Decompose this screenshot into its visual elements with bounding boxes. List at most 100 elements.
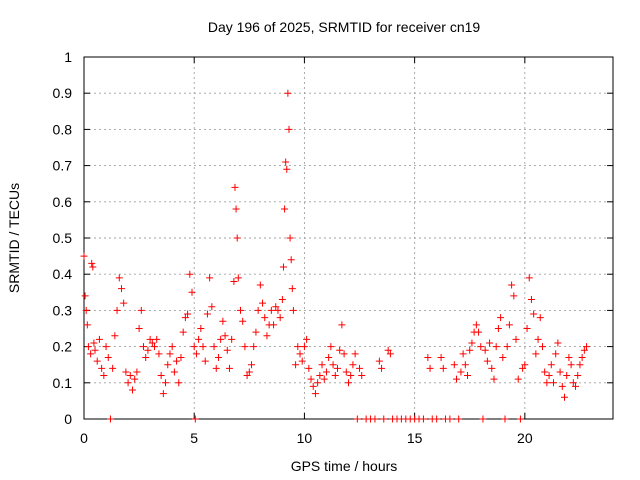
data-point	[201, 357, 209, 365]
data-point	[527, 296, 535, 304]
data-point	[111, 332, 119, 340]
data-point	[549, 379, 557, 387]
data-point	[525, 274, 533, 282]
data-point	[508, 281, 516, 289]
data-point	[296, 350, 304, 358]
data-point	[104, 353, 112, 361]
data-point	[446, 415, 454, 423]
data-point	[272, 303, 280, 311]
data-point	[217, 335, 225, 343]
data-point	[439, 364, 447, 372]
data-point	[356, 364, 364, 372]
data-point	[228, 335, 236, 343]
data-point	[565, 353, 573, 361]
data-point	[131, 375, 139, 383]
y-tick-label: 0.2	[53, 339, 73, 355]
data-point	[239, 317, 247, 325]
data-point	[214, 353, 222, 361]
data-point	[561, 393, 569, 401]
data-point	[333, 364, 341, 372]
data-point	[300, 343, 308, 351]
data-point	[351, 350, 359, 358]
y-tick-label: 0.6	[53, 194, 73, 210]
data-point	[245, 368, 253, 376]
data-point	[325, 353, 333, 361]
data-point	[516, 415, 524, 423]
y-tick-label: 0.4	[53, 266, 73, 282]
data-point	[88, 259, 96, 267]
x-axis-label: GPS time / hours	[291, 458, 398, 474]
data-point	[322, 368, 330, 376]
data-point	[188, 288, 196, 296]
data-point	[153, 335, 161, 343]
data-point	[375, 357, 383, 365]
data-point	[358, 372, 366, 380]
data-point	[81, 292, 89, 300]
data-point	[91, 346, 99, 354]
data-point	[195, 335, 203, 343]
data-point	[234, 274, 242, 282]
data-point	[289, 306, 297, 314]
data-point	[309, 382, 317, 390]
data-point	[453, 375, 461, 383]
data-point	[95, 335, 103, 343]
data-points	[80, 89, 591, 423]
data-point	[254, 306, 262, 314]
data-point	[159, 390, 167, 398]
data-point	[243, 372, 251, 380]
data-point	[519, 364, 527, 372]
data-point	[554, 339, 562, 347]
data-point	[102, 343, 110, 351]
data-point	[329, 361, 337, 369]
data-point	[168, 343, 176, 351]
data-point	[349, 361, 357, 369]
data-point	[314, 379, 322, 387]
data-point	[503, 343, 511, 351]
data-point	[514, 375, 522, 383]
data-point	[501, 415, 509, 423]
data-point	[192, 350, 200, 358]
data-point	[419, 415, 427, 423]
data-point	[140, 343, 148, 351]
chart-title: Day 196 of 2025, SRMTID for receiver cn1…	[208, 19, 481, 35]
data-point	[483, 357, 491, 365]
data-point	[378, 364, 386, 372]
y-tick-label: 0.1	[53, 375, 73, 391]
data-point	[547, 361, 555, 369]
data-point	[106, 415, 114, 423]
y-axis-label: SRMTID / TECUs	[6, 183, 22, 293]
data-point	[477, 343, 485, 351]
data-point	[184, 310, 192, 318]
data-point	[386, 350, 394, 358]
plot-frame	[83, 56, 614, 420]
y-tick-label: 0.7	[53, 158, 73, 174]
data-point	[278, 296, 286, 304]
data-point	[231, 183, 239, 191]
data-point	[137, 306, 145, 314]
data-point	[450, 361, 458, 369]
data-point	[87, 350, 95, 358]
data-point	[164, 361, 172, 369]
data-point	[424, 353, 432, 361]
data-point	[120, 299, 128, 307]
data-point	[155, 350, 163, 358]
data-point	[345, 379, 352, 387]
x-tick-label: 15	[407, 430, 423, 446]
data-point	[212, 364, 220, 372]
data-point	[100, 372, 108, 380]
data-point	[236, 306, 244, 314]
data-point	[543, 379, 551, 387]
data-point	[455, 415, 463, 423]
data-point	[191, 415, 199, 423]
data-point	[316, 372, 324, 380]
data-point	[270, 321, 278, 329]
data-point	[263, 332, 271, 340]
data-point	[181, 314, 189, 322]
x-tick-label: 10	[297, 430, 313, 446]
data-point	[286, 234, 294, 242]
data-point	[281, 205, 289, 213]
data-point	[128, 386, 136, 394]
data-point	[303, 335, 311, 343]
data-point	[261, 314, 269, 322]
data-point	[580, 346, 588, 354]
